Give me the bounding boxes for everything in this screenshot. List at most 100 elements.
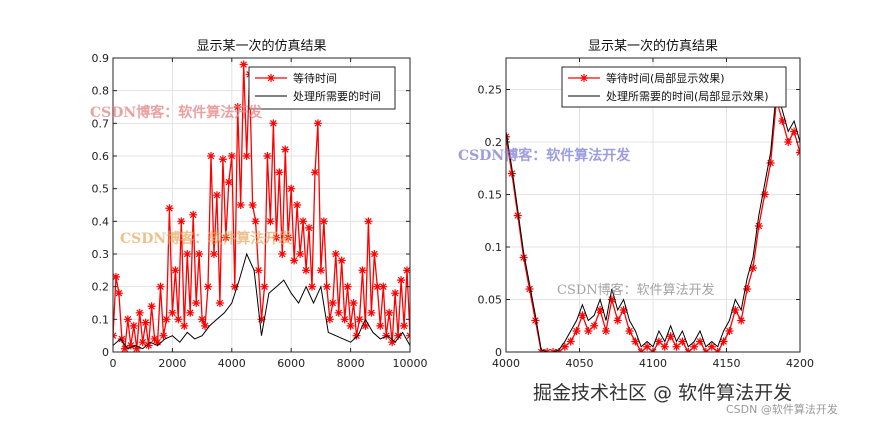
data-point: [257, 315, 266, 324]
data-point: [403, 266, 410, 275]
data-point: [272, 233, 281, 242]
legend-label: 等待时间(局部显示效果): [606, 71, 725, 85]
data-point: [117, 334, 126, 343]
data-point: [129, 321, 138, 330]
y-tick-label: 0.3: [92, 248, 110, 261]
data-point: [144, 341, 153, 350]
data-point: [394, 331, 403, 340]
data-point: [204, 282, 213, 291]
data-point: [239, 60, 248, 69]
csdn-blog-watermark: CSDN博客：软件算法开发: [557, 282, 715, 298]
data-point: [299, 217, 308, 226]
data-point: [346, 321, 355, 330]
data-point: [748, 264, 757, 272]
data-point: [619, 306, 628, 314]
data-point: [316, 266, 325, 275]
y-tick-label: 0.7: [92, 117, 110, 130]
data-point: [310, 168, 319, 177]
chart-2: 4000 4050 4100 4150 4200 0 0.05 0.1 0.15 0.2 0.25 显…: [458, 38, 814, 370]
data-point: [307, 282, 316, 291]
series-layer: [113, 60, 410, 352]
data-point: [379, 282, 388, 291]
x-tick-label: 4050: [566, 357, 594, 370]
data-point: [215, 299, 224, 307]
legend-label: 处理所需要的时间(局部显示效果): [606, 89, 769, 103]
csdn-blog-watermark: CSDN博客：软件算法开发: [120, 230, 293, 247]
data-point: [607, 295, 616, 304]
data-point: [180, 321, 189, 330]
data-point: [352, 331, 361, 340]
y-tick-label: 0: [495, 346, 502, 359]
data-point: [269, 119, 278, 128]
y-tick-label: 0.4: [92, 215, 110, 228]
data-point: [287, 184, 296, 193]
data-point: [361, 321, 370, 330]
data-point: [340, 315, 349, 324]
data-point: [560, 342, 569, 351]
x-tick-label: 6000: [277, 357, 305, 370]
y-tick-label: 0.05: [478, 294, 503, 307]
data-point: [263, 152, 272, 160]
y-tick-label: 0.1: [92, 313, 110, 326]
data-point: [578, 311, 587, 320]
series-layer: [506, 89, 800, 352]
x-tick-label: 0: [110, 357, 117, 370]
data-point: [660, 342, 669, 351]
data-point: [201, 321, 210, 330]
data-point: [278, 250, 287, 258]
data-point: [293, 201, 302, 209]
chart-title: 显示某一次的仿真结果: [196, 38, 326, 54]
data-point: [275, 168, 284, 177]
data-point: [349, 299, 358, 307]
data-point: [126, 341, 135, 350]
x-tick-label: 4000: [492, 357, 520, 370]
data-point: [731, 306, 740, 314]
data-point: [334, 308, 343, 317]
csdn-watermark: CSDN @软件算法开发: [726, 403, 838, 416]
data-point: [120, 344, 129, 352]
data-point: [566, 337, 575, 346]
data-point: [141, 318, 150, 327]
data-point: [391, 289, 400, 298]
data-point: [313, 119, 322, 128]
data-point: [601, 327, 610, 335]
data-point: [678, 337, 687, 346]
data-point: [397, 276, 406, 285]
data-point: [113, 272, 120, 281]
data-point: [507, 169, 516, 178]
legend-marker: [580, 74, 588, 82]
data-point: [672, 342, 681, 351]
data-point: [364, 217, 373, 226]
data-point: [138, 338, 147, 347]
data-point: [690, 342, 699, 351]
data-point: [766, 159, 775, 167]
data-point: [331, 250, 340, 258]
data-point: [790, 127, 799, 136]
data-point: [355, 315, 364, 324]
data-point: [319, 217, 328, 226]
data-point: [251, 217, 260, 226]
y-tick-label: 0.6: [92, 150, 110, 163]
data-point: [198, 315, 207, 324]
data-point: [254, 266, 263, 275]
data-point: [207, 152, 216, 160]
data-point: [189, 210, 198, 219]
data-point: [159, 331, 168, 340]
data-point: [719, 337, 728, 346]
series-line-2: [506, 89, 800, 352]
data-point: [590, 321, 599, 330]
data-point: [132, 344, 141, 352]
data-point: [248, 201, 257, 209]
juejin-watermark: 掘金技术社区 @ 软件算法开发: [533, 382, 793, 404]
y-tick-label: 0.2: [92, 281, 110, 294]
csdn-blog-watermark: CSDN博客：软件算法开发: [90, 104, 263, 121]
data-point: [153, 338, 162, 347]
data-point: [123, 315, 132, 324]
data-point: [260, 282, 269, 291]
data-point: [290, 256, 299, 265]
data-point: [230, 282, 239, 291]
data-point: [174, 315, 183, 324]
data-point: [227, 152, 236, 160]
axes-box: [112, 57, 411, 353]
